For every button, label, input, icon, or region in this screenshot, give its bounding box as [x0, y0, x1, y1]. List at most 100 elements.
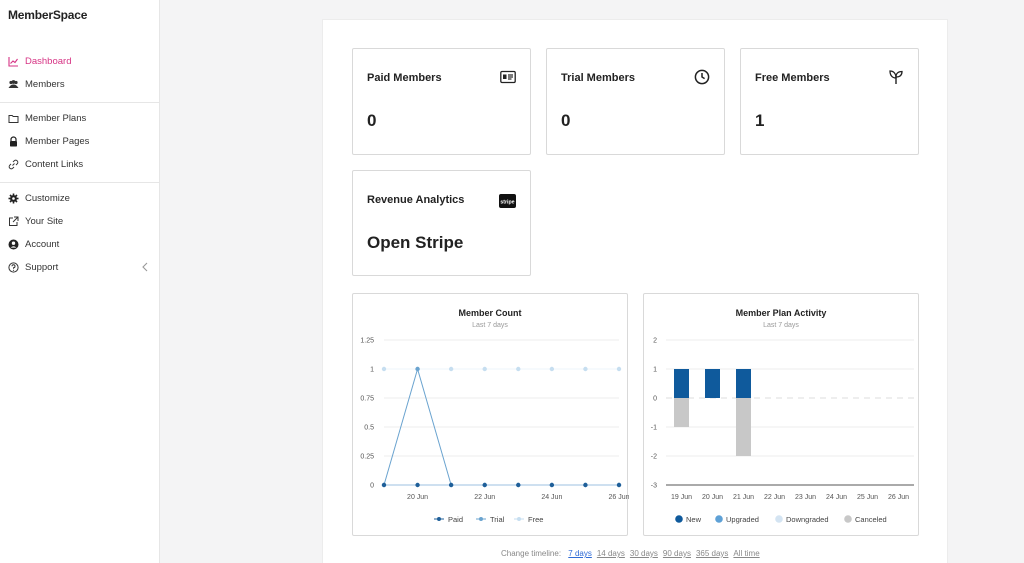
- legend-label: Upgraded: [726, 515, 759, 524]
- sidebar-item-content-links[interactable]: Content Links: [0, 153, 160, 176]
- x-tick-label: 22 Jun: [474, 494, 495, 501]
- point-trial: [415, 366, 420, 372]
- y-tick-label: 0.25: [360, 454, 374, 461]
- nav-group-settings: Customize Your Site Account Support: [0, 187, 160, 279]
- chart-title: Member Count: [458, 308, 522, 318]
- member-count-chart: Member Count Last 7 days 0 0.25 0.5 0.75 1 1.…: [352, 293, 629, 536]
- x-tick-label: 23 Jun: [795, 494, 816, 501]
- clock-icon: [694, 69, 710, 85]
- collapse-sidebar-button[interactable]: [141, 262, 151, 274]
- users-icon: [8, 79, 19, 90]
- y-tick-label: 0: [370, 483, 374, 490]
- point-paid: [583, 482, 588, 488]
- sidebar-divider: [0, 182, 160, 183]
- legend-marker: [479, 517, 483, 521]
- card-value: 0: [561, 111, 571, 130]
- sidebar-item-members[interactable]: Members: [0, 73, 160, 96]
- point-free: [583, 366, 588, 372]
- timeline-option-all-time[interactable]: All time: [733, 549, 760, 558]
- stripe-icon: stripe: [499, 194, 516, 208]
- timeline-option-30-days[interactable]: 30 days: [629, 549, 658, 558]
- y-tick-label: 0.75: [360, 396, 374, 403]
- folder-icon: [8, 113, 19, 124]
- y-tick-label: -1: [651, 425, 657, 432]
- timeline-option-365-days[interactable]: 365 days: [695, 549, 729, 558]
- chart-line-icon: [8, 56, 19, 67]
- nav-group-main: Dashboard Members: [0, 50, 160, 96]
- y-tick-label: 1.25: [360, 338, 374, 345]
- sidebar-item-label: Members: [25, 79, 65, 90]
- chart-subtitle: Last 7 days: [472, 322, 508, 329]
- card-value: 0: [367, 111, 377, 130]
- point-free: [482, 366, 487, 372]
- bar-canceled: [674, 398, 689, 427]
- sidebar-item-account[interactable]: Account: [0, 233, 160, 256]
- x-tick-label: 20 Jun: [702, 494, 723, 501]
- sidebar-item-dashboard[interactable]: Dashboard: [0, 50, 160, 73]
- legend-label: Downgraded: [786, 515, 829, 524]
- free-members-card: Free Members 1: [740, 48, 919, 155]
- y-tick-label: -3: [651, 483, 657, 490]
- timeline-option-7-days[interactable]: 7 days: [568, 549, 592, 558]
- question-circle-icon: [8, 262, 19, 273]
- link-icon: [8, 159, 19, 170]
- legend-marker: [775, 515, 783, 523]
- y-tick-label: -2: [651, 454, 657, 461]
- x-tick-label: 26 Jun: [888, 494, 909, 501]
- point-paid: [415, 482, 420, 488]
- sidebar-item-label: Member Pages: [25, 136, 90, 147]
- legend-label: Paid: [448, 515, 463, 524]
- sidebar: MemberSpace Dashboard Members Member Pla…: [0, 0, 160, 563]
- user-circle-icon: [8, 239, 19, 250]
- card-title: Revenue Analytics: [367, 194, 465, 206]
- nav-group-content: Member Plans Member Pages Content Links: [0, 107, 160, 176]
- timeline-label: Change timeline:: [501, 549, 562, 558]
- legend-marker: [437, 517, 441, 521]
- lock-icon: [8, 136, 19, 147]
- x-tick-label: 24 Jun: [541, 494, 562, 501]
- member-count-plot: 0 0.25 0.5 0.75 1 1.25 20 Jun 22 Jun 24 Jun 26 Ju…: [360, 338, 629, 525]
- legend-label: New: [686, 515, 702, 524]
- sidebar-item-customize[interactable]: Customize: [0, 187, 160, 210]
- gear-icon: [8, 193, 19, 204]
- y-tick-label: 0.5: [364, 425, 374, 432]
- open-stripe-link[interactable]: Open Stripe: [367, 233, 464, 252]
- external-link-icon: [8, 216, 19, 227]
- paid-members-card: Paid Members 0: [352, 48, 531, 155]
- point-paid: [549, 482, 555, 488]
- point-paid: [516, 482, 521, 488]
- bar-new: [705, 369, 720, 398]
- timeline-option-90-days[interactable]: 90 days: [662, 549, 691, 558]
- legend-marker: [844, 515, 852, 523]
- point-paid: [381, 482, 387, 488]
- timeline-option-14-days[interactable]: 14 days: [596, 549, 625, 558]
- point-paid: [482, 482, 487, 488]
- trial-members-card: Trial Members 0: [546, 48, 725, 155]
- chart-title: Member Plan Activity: [735, 308, 827, 318]
- bar-new: [674, 369, 689, 398]
- member-plan-activity-chart: Member Plan Activity Last 7 days -3 -2 -1 0…: [643, 293, 919, 536]
- x-tick-label: 24 Jun: [826, 494, 847, 501]
- card-value: 1: [755, 111, 765, 130]
- legend-marker: [715, 515, 723, 523]
- point-paid: [616, 482, 622, 488]
- sidebar-item-label: Content Links: [25, 159, 84, 170]
- point-free: [516, 366, 521, 372]
- sprout-icon: [888, 69, 904, 85]
- y-tick-label: 1: [653, 367, 657, 374]
- x-tick-label: 22 Jun: [764, 494, 785, 501]
- sidebar-item-member-plans[interactable]: Member Plans: [0, 107, 160, 130]
- sidebar-item-support[interactable]: Support: [0, 256, 160, 279]
- legend-label: Trial: [490, 515, 505, 524]
- point-free: [616, 366, 622, 372]
- sidebar-item-label: Your Site: [25, 216, 64, 227]
- y-tick-label: 1: [370, 367, 374, 374]
- bar-canceled: [736, 398, 751, 456]
- revenue-analytics-card[interactable]: Revenue Analytics Open Stripe stripe: [352, 170, 531, 276]
- sidebar-item-member-pages[interactable]: Member Pages: [0, 130, 160, 153]
- app-logo[interactable]: MemberSpace: [8, 8, 88, 22]
- chevron-left-icon: [142, 262, 148, 272]
- point-free: [448, 366, 454, 372]
- sidebar-item-your-site[interactable]: Your Site: [0, 210, 160, 233]
- point-free: [381, 366, 387, 372]
